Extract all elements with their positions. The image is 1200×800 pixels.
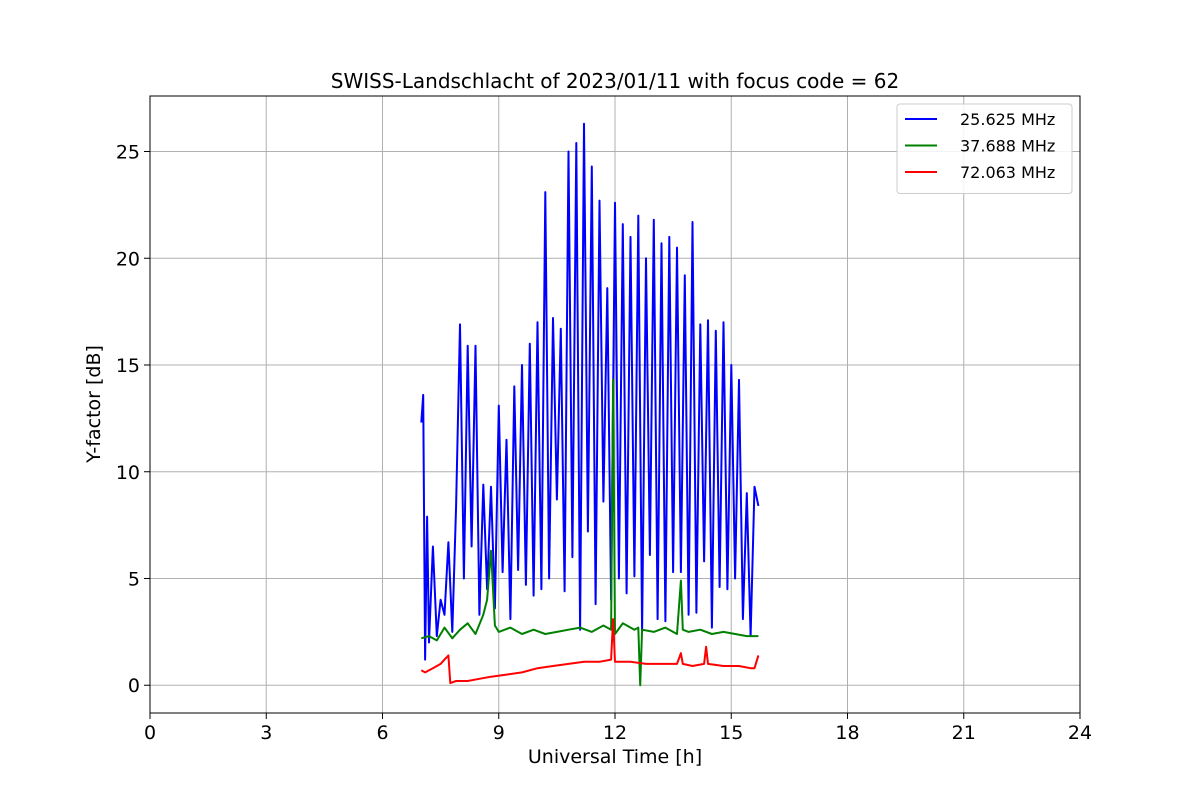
- y-tick-label: 15: [116, 355, 140, 377]
- y-tick-label: 25: [116, 142, 140, 164]
- x-tick-label: 12: [603, 722, 627, 744]
- y-tick-label: 10: [116, 462, 140, 484]
- x-tick-label: 18: [835, 722, 859, 744]
- chart-title: SWISS-Landschlacht of 2023/01/11 with fo…: [331, 69, 899, 93]
- y-tick-label: 20: [116, 248, 140, 270]
- x-tick-label: 9: [493, 722, 505, 744]
- x-tick-label: 21: [952, 722, 976, 744]
- plot-area: [420, 122, 760, 687]
- x-axis-label: Universal Time [h]: [528, 746, 702, 768]
- legend-label: 72.063 MHz: [960, 163, 1055, 182]
- ticks: 0 3 6 9 12 15 18 21 24 0 5 10 15 20 25: [116, 142, 1092, 744]
- x-tick-label: 0: [144, 722, 156, 744]
- x-tick-label: 6: [376, 722, 388, 744]
- y-tick-label: 0: [128, 675, 140, 697]
- series-line-2: [421, 378, 759, 687]
- series-line-3: [420, 618, 760, 685]
- x-tick-label: 15: [719, 722, 743, 744]
- legend-box: [896, 103, 1073, 194]
- series-line-1: [420, 122, 760, 661]
- y-axis-label: Y-factor [dB]: [83, 345, 105, 464]
- legend-label: 25.625 MHz: [960, 110, 1055, 129]
- x-tick-label: 24: [1068, 722, 1092, 744]
- y-tick-label: 5: [128, 568, 140, 590]
- legend-label: 37.688 MHz: [960, 137, 1055, 156]
- legend: 25.625 MHz 37.688 MHz 72.063 MHz: [896, 103, 1073, 194]
- x-tick-label: 3: [260, 722, 272, 744]
